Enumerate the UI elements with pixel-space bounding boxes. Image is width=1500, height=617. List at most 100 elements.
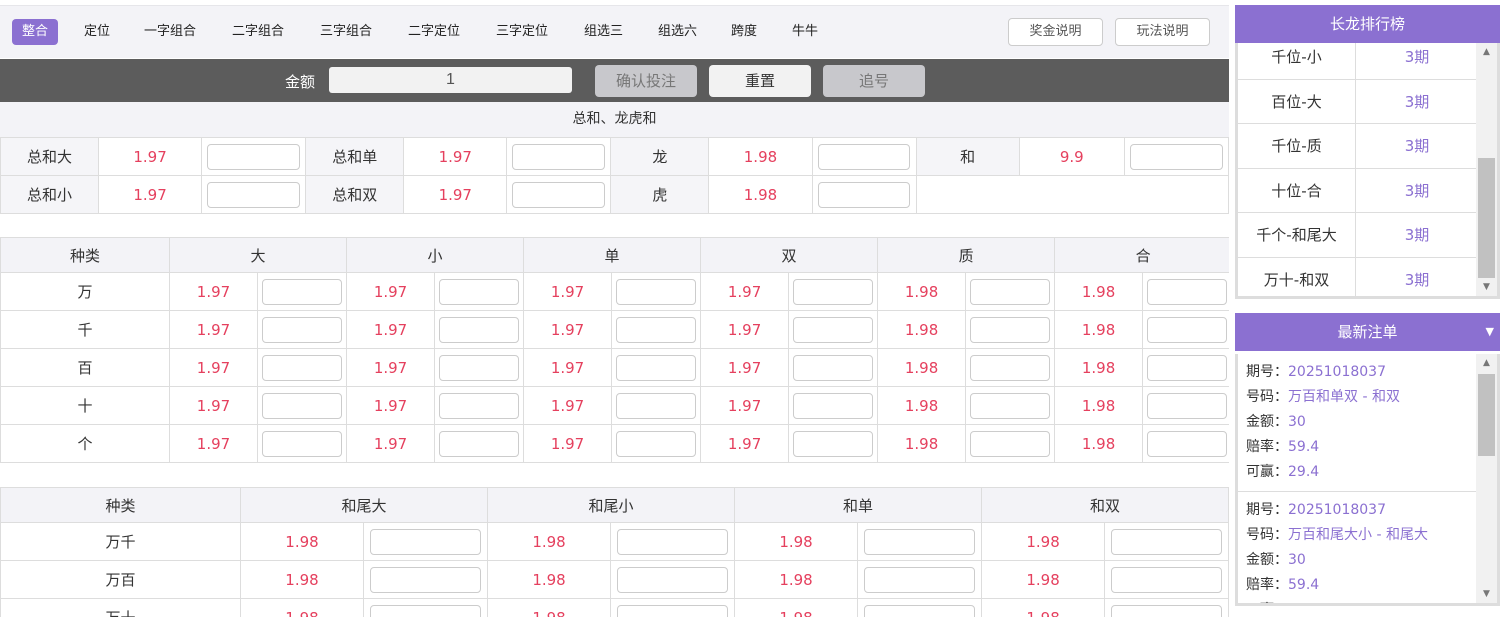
confirm-bet-button[interactable]: 确认投注 <box>595 65 697 97</box>
item-name: 千位-小 <box>1238 43 1356 79</box>
bet-amount-input[interactable] <box>512 181 606 208</box>
bet-amount-input[interactable] <box>970 392 1050 419</box>
scroll-up-icon[interactable]: ▲ <box>1483 358 1490 368</box>
bet-amount-input[interactable] <box>793 392 873 419</box>
bet-odds: 赔率：59.4 <box>1246 573 1470 598</box>
bet-amount-input[interactable] <box>1111 604 1222 617</box>
bet-amount-input[interactable] <box>970 278 1050 305</box>
scroll-down-icon[interactable]: ▼ <box>1483 589 1490 599</box>
bet-amount-input[interactable] <box>207 143 301 170</box>
bet-amount-input[interactable] <box>439 354 519 381</box>
bet-amount-input[interactable] <box>262 430 342 457</box>
tab-8[interactable]: 组选六 <box>658 24 698 39</box>
bet-amount-input[interactable] <box>864 528 975 555</box>
bet-amount-input[interactable] <box>793 354 873 381</box>
bet-amount-input[interactable] <box>817 143 911 170</box>
scrollbar[interactable]: ▲ ▼ <box>1476 354 1497 603</box>
prize-info-button[interactable]: 奖金说明 <box>1008 18 1103 46</box>
reset-button[interactable]: 重置 <box>709 65 811 97</box>
dragon-rank-item[interactable]: 百位-大 3期 <box>1238 79 1478 124</box>
bet-amount-input[interactable] <box>439 392 519 419</box>
bet-amount-input[interactable] <box>970 316 1050 343</box>
tab-1[interactable]: 定位 <box>84 24 111 39</box>
caret-down-icon[interactable]: ▼ <box>1485 325 1494 338</box>
field-value: 29.4 <box>1288 464 1320 480</box>
dragon-rank-item[interactable]: 千位-质 3期 <box>1238 124 1478 169</box>
bet-amount-input[interactable] <box>512 143 606 170</box>
odds-value: 1.98 <box>708 175 813 214</box>
bet-amount-input[interactable] <box>793 278 873 305</box>
bet-amount-input[interactable] <box>864 604 975 617</box>
scroll-down-icon[interactable]: ▼ <box>1483 282 1490 292</box>
position-table: 种类大小单双质合万 1.97 1.97 1.97 1.97 1.98 1.98 千 1.97 1.… <box>0 237 1229 463</box>
chase-button[interactable]: 追号 <box>823 65 925 97</box>
bet-amount-input[interactable] <box>616 430 696 457</box>
latest-bets-header[interactable]: 最新注单 ▼ <box>1235 313 1500 351</box>
tab-10[interactable]: 牛牛 <box>792 24 819 39</box>
tab-3[interactable]: 二字组合 <box>232 24 285 39</box>
tab-5[interactable]: 二字定位 <box>408 24 461 39</box>
bet-amount-input[interactable] <box>370 528 481 555</box>
tab-7[interactable]: 组选三 <box>584 24 624 39</box>
dragon-rank-item[interactable]: 千位-小 3期 <box>1238 43 1478 80</box>
bet-label: 总和双 <box>305 175 405 214</box>
bet-amount-input[interactable] <box>616 316 696 343</box>
dragon-rank-item[interactable]: 万十-和双 3期 <box>1238 257 1478 296</box>
bet-amount-input[interactable] <box>370 604 481 617</box>
dragon-rank-item[interactable]: 十位-合 3期 <box>1238 168 1478 213</box>
scroll-up-icon[interactable]: ▲ <box>1483 47 1490 57</box>
bet-amount-input[interactable] <box>864 566 975 593</box>
tab-6[interactable]: 三字定位 <box>496 24 549 39</box>
bet-label: 龙 <box>610 137 710 176</box>
column-header: 和尾大 <box>239 487 489 523</box>
bet-amount-input[interactable] <box>617 604 728 617</box>
bet-amount-input[interactable] <box>1147 430 1227 457</box>
bet-amount-input[interactable] <box>617 566 728 593</box>
bet-amount-input[interactable] <box>617 528 728 555</box>
scrollbar[interactable]: ▲ ▼ <box>1476 43 1497 296</box>
dragon-rank-item[interactable]: 千个-和尾大 3期 <box>1238 213 1478 258</box>
bet-amount-input[interactable] <box>970 354 1050 381</box>
odds-value: 1.98 <box>877 310 967 349</box>
bet-amount-input[interactable] <box>1111 528 1222 555</box>
odds-value: 1.98 <box>1054 348 1144 387</box>
odds-value: 1.97 <box>700 424 790 463</box>
odds-value: 1.98 <box>487 560 612 599</box>
bet-amount-input[interactable] <box>970 430 1050 457</box>
tab-0[interactable]: 整合 <box>12 19 59 45</box>
bet-label: 虎 <box>610 175 710 214</box>
tab-4[interactable]: 三字组合 <box>320 24 373 39</box>
amount-input[interactable] <box>329 67 572 93</box>
bet-amount-input[interactable] <box>616 392 696 419</box>
bet-amount-input[interactable] <box>817 181 911 208</box>
bet-amount-input[interactable] <box>262 278 342 305</box>
bet-amount-input[interactable] <box>793 430 873 457</box>
bet-amount-input[interactable] <box>207 181 301 208</box>
field-value: 20251018037 <box>1288 364 1386 380</box>
bet-amount-input[interactable] <box>439 316 519 343</box>
bet-amount-input[interactable] <box>439 278 519 305</box>
bet-amount-input[interactable] <box>1147 316 1227 343</box>
bet-amount-input[interactable] <box>439 430 519 457</box>
bet-amount-input[interactable] <box>616 354 696 381</box>
odds-value: 1.98 <box>734 560 859 599</box>
amount-label: 金额 <box>285 73 316 91</box>
bet-amount-input[interactable] <box>1129 143 1223 170</box>
odds-value: 1.97 <box>346 348 436 387</box>
odds-value: 1.97 <box>700 386 790 425</box>
bet-amount-input[interactable] <box>1147 278 1227 305</box>
bet-amount-input[interactable] <box>370 566 481 593</box>
tab-9[interactable]: 跨度 <box>731 24 758 39</box>
bet-amount-input[interactable] <box>1147 354 1227 381</box>
bet-amount-input[interactable] <box>616 278 696 305</box>
tab-2[interactable]: 一字组合 <box>144 24 197 39</box>
bet-input-cell <box>611 348 702 387</box>
bet-amount-input[interactable] <box>1111 566 1222 593</box>
bet-amount-input[interactable] <box>262 392 342 419</box>
bet-amount-input[interactable] <box>1147 392 1227 419</box>
bet-input-cell <box>788 310 879 349</box>
bet-amount-input[interactable] <box>262 354 342 381</box>
bet-amount-input[interactable] <box>793 316 873 343</box>
bet-amount-input[interactable] <box>262 316 342 343</box>
rules-button[interactable]: 玩法说明 <box>1115 18 1210 46</box>
